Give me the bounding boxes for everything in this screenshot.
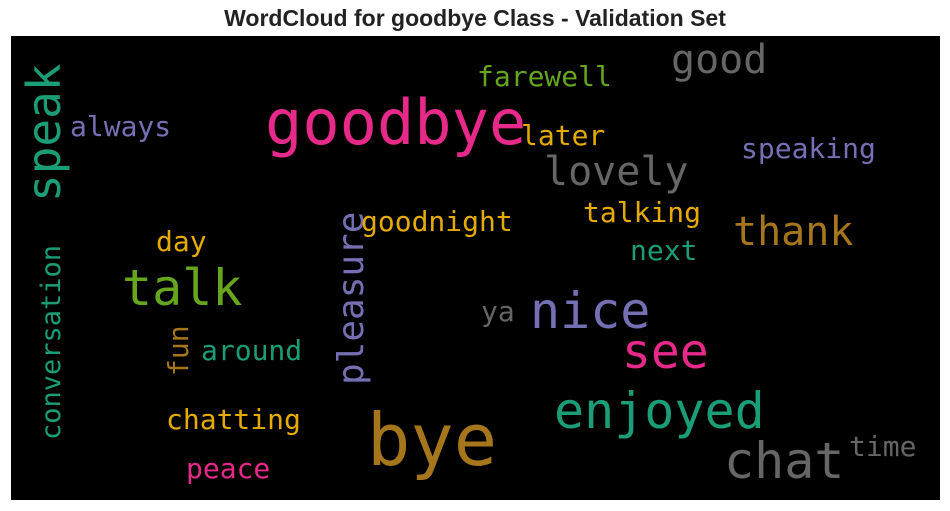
word-ya: ya: [481, 295, 515, 328]
word-time: time: [849, 430, 917, 463]
word-later: later: [521, 119, 606, 152]
word-next: next: [630, 234, 698, 267]
chart-title: WordCloud for goodbye Class - Validation…: [224, 5, 726, 31]
word-talking: talking: [583, 196, 702, 229]
word-nice: nice: [530, 282, 651, 340]
word-always: always: [70, 110, 172, 143]
word-chat: chat: [724, 432, 845, 490]
word-see: see: [622, 324, 709, 380]
word-goodbye: goodbye: [265, 86, 527, 159]
word-goodnight: goodnight: [361, 205, 513, 238]
wordcloud-canvas: goodbye bye chat nice enjoyed talk see s…: [11, 36, 940, 500]
word-good: good: [671, 37, 768, 83]
word-day: day: [156, 225, 207, 258]
word-speaking: speaking: [741, 132, 876, 165]
word-talk: talk: [122, 259, 243, 317]
word-fun: fun: [162, 325, 195, 376]
word-peace: peace: [186, 452, 271, 485]
word-conversation: conversation: [36, 244, 67, 440]
word-around: around: [201, 334, 303, 367]
word-speak: speak: [17, 63, 71, 202]
word-chatting: chatting: [166, 403, 301, 436]
word-enjoyed: enjoyed: [554, 382, 765, 440]
word-thank: thank: [733, 209, 854, 255]
word-farewell: farewell: [477, 60, 612, 93]
word-bye: bye: [367, 398, 498, 482]
word-lovely: lovely: [544, 149, 689, 195]
